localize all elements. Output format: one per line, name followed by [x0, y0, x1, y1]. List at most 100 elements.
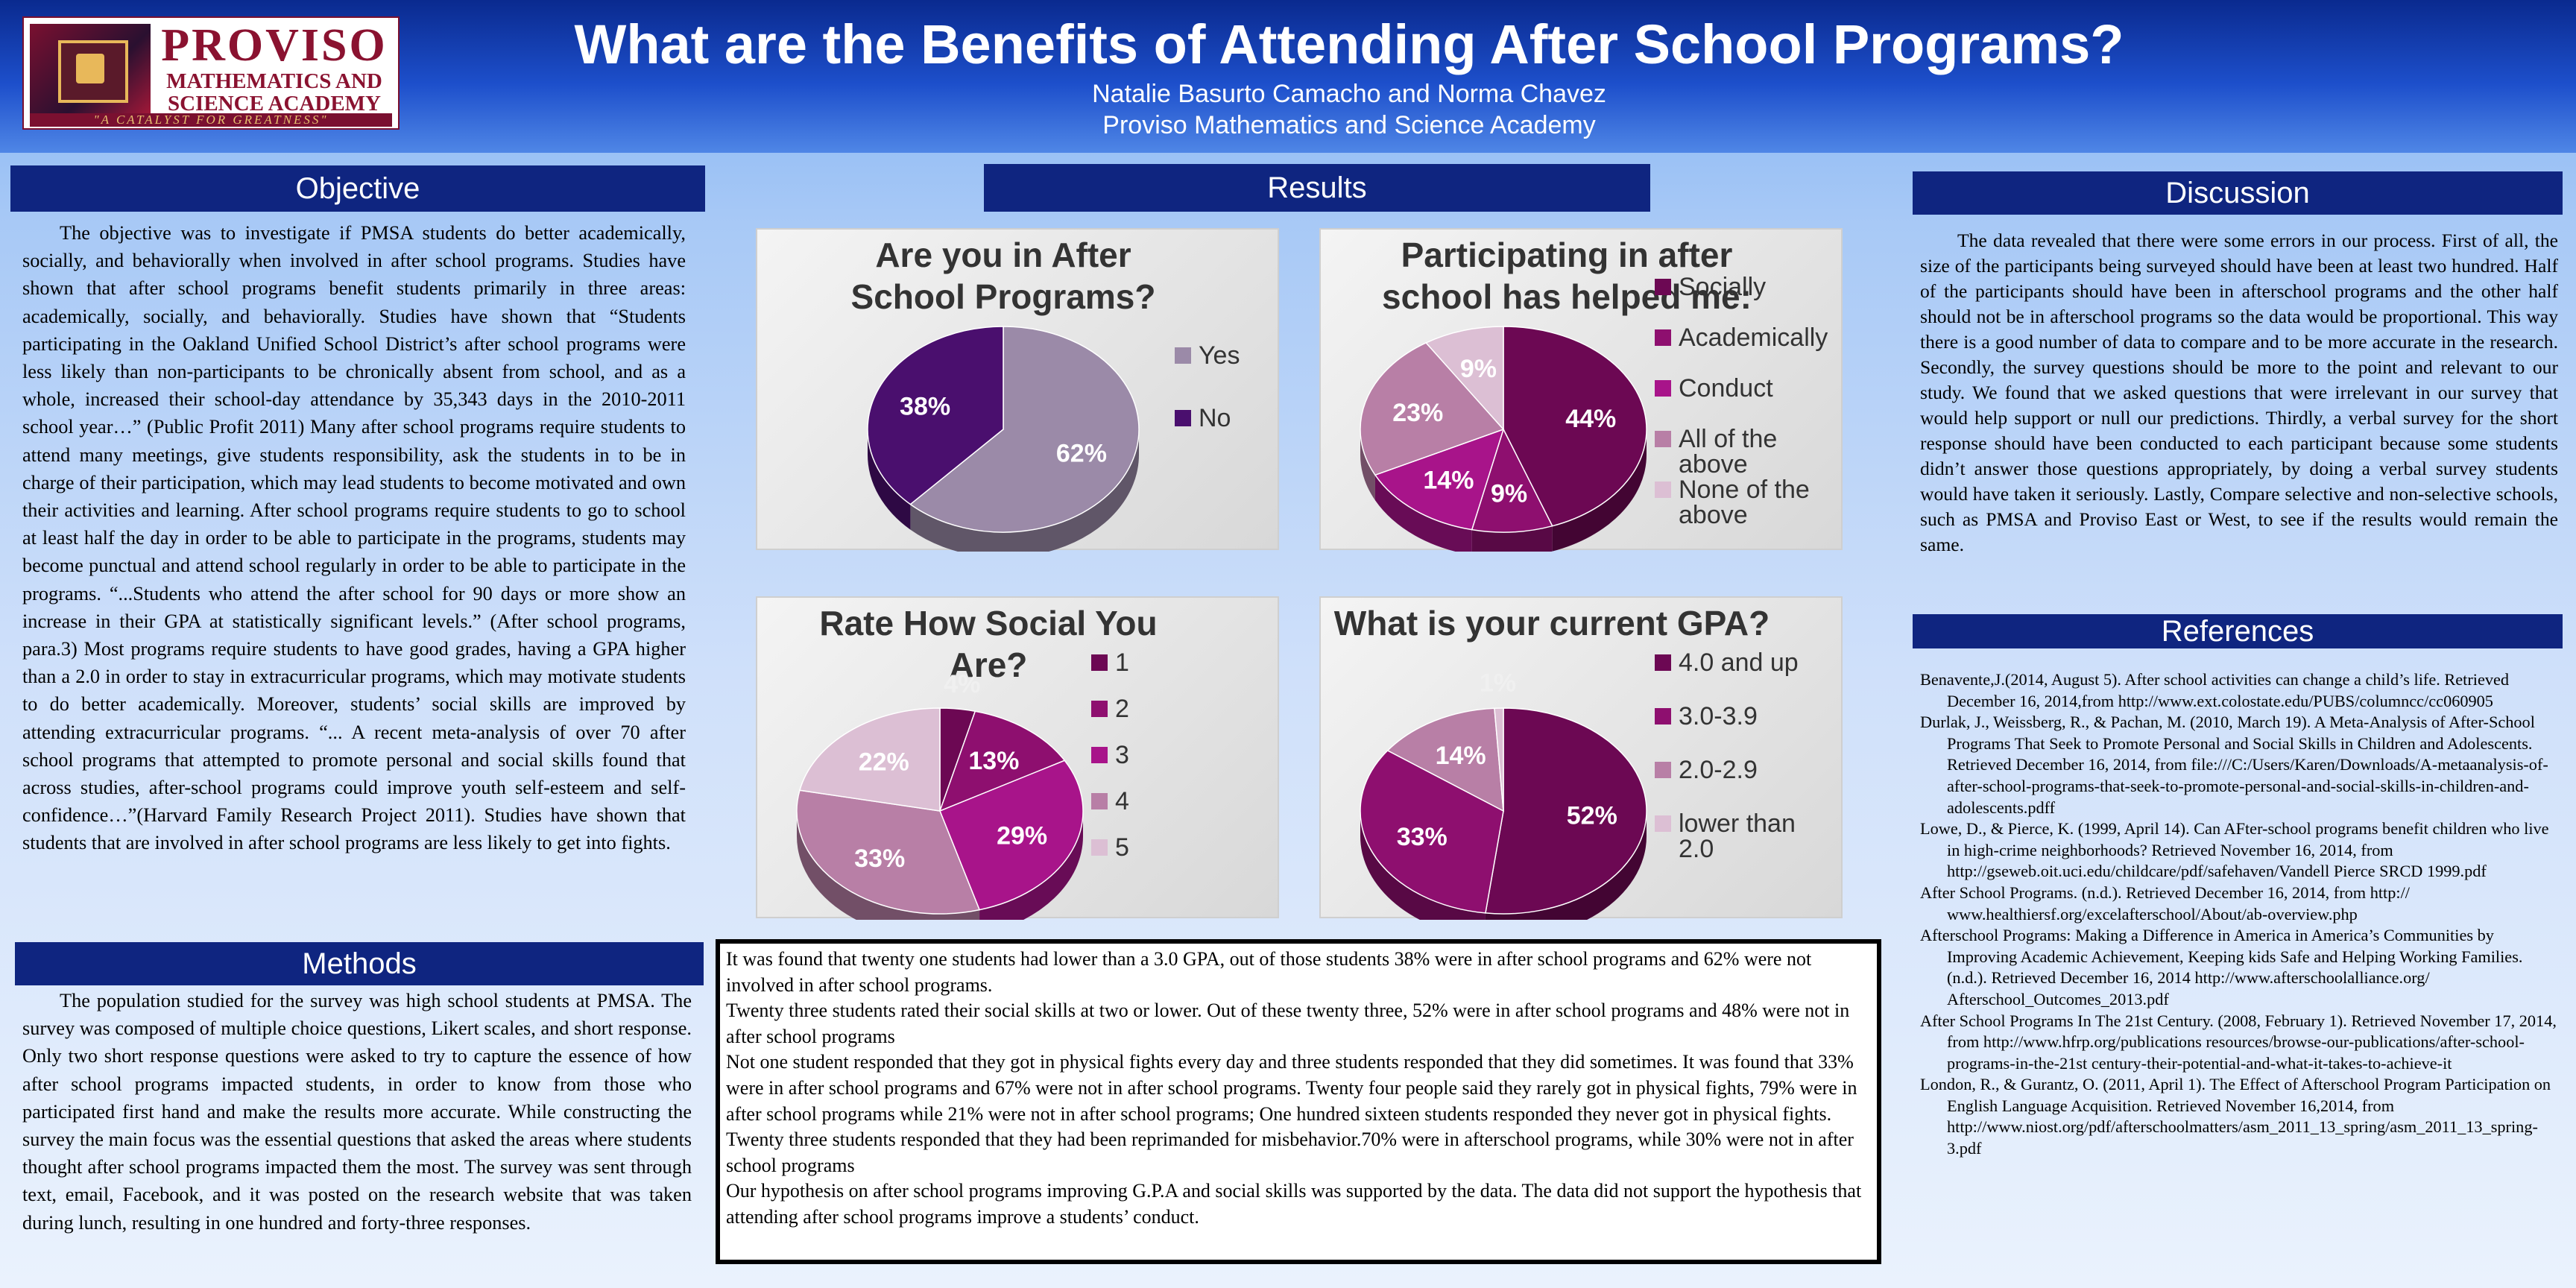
methods-heading: Methods [15, 942, 704, 985]
legend-swatch [1655, 815, 1671, 832]
results-paragraph-4: Twenty three students responded that the… [726, 1128, 1854, 1176]
pie-slice [1485, 707, 1647, 915]
pie-data-label: 9% [1460, 355, 1497, 383]
legend-swatch [1091, 839, 1108, 856]
chart-title: School Programs? [851, 277, 1156, 316]
pie-slice-side [1552, 429, 1647, 552]
poster-header: PROVISO MATHEMATICS AND SCIENCE ACADEMY … [0, 0, 2576, 153]
methods-text: The population studied for the survey wa… [22, 987, 692, 1237]
chart-svg-3: What is your current GPA? 52% 33% 14% 1% 4.0 … [1334, 604, 1799, 920]
pie-slice [798, 707, 941, 812]
reference-item: Durlak, J., Weissberg, R., & Pachan, M. … [1920, 713, 2548, 817]
discussion-text: The data revealed that there were some e… [1920, 228, 2558, 558]
legend-swatch [1655, 708, 1671, 724]
pie-data-label: 14% [1436, 742, 1486, 770]
pie-slice [1503, 326, 1647, 527]
pie-slice [796, 789, 981, 915]
pie-slice [1424, 326, 1504, 431]
results-heading: Results [984, 164, 1650, 212]
pie-slice-side [979, 811, 1083, 920]
discussion-heading: Discussion [1913, 171, 2563, 215]
legend-swatch [1175, 347, 1191, 364]
chart-gpa: What is your current GPA? 52% 33% 14% 1% 4.0 … [1319, 596, 1843, 920]
legend-swatch [1655, 329, 1671, 346]
pie-data-label: 52% [1567, 801, 1617, 830]
pie-data-label: 23% [1392, 399, 1443, 427]
results-paragraph-5: Our hypothesis on after school programs … [726, 1180, 1862, 1228]
discussion-paragraph: The data revealed that there were some e… [1920, 230, 2558, 555]
poster-authors: Natalie Basurto Camacho and Norma Chavez [1092, 80, 1606, 108]
chart-title: Participating in after [1401, 236, 1733, 274]
pie-slice [1386, 707, 1504, 812]
legend-swatch [1091, 701, 1108, 717]
logo-emblem-icon [30, 24, 151, 113]
legend-label: None of the [1679, 476, 1810, 504]
pie-data-label: 13% [968, 747, 1019, 775]
pie-slice [1360, 749, 1504, 914]
chart-title: Are? [950, 645, 1028, 684]
logo-name-line1: PROVISO [161, 20, 388, 71]
pie-slice-side [868, 429, 911, 530]
reference-item: After School Programs. (n.d.). Retrieved… [1920, 883, 2410, 924]
reference-item: After School Programs In The 21st Centur… [1920, 1011, 2557, 1073]
legend-swatch [1175, 410, 1191, 426]
pie-slice [1494, 707, 1504, 812]
reference-item: Benavente,J.(2014, August 5). After scho… [1920, 670, 2510, 710]
legend-label: All of the [1679, 425, 1777, 453]
legend-swatch [1091, 793, 1108, 809]
pie-slice-side [797, 811, 980, 920]
legend-label: Conduct [1679, 374, 1773, 402]
reference-item: Lowe, D., & Pierce, K. (1999, April 14).… [1920, 819, 2549, 881]
chart-after-school: Are you in After School Programs? 62% 38% Ye… [756, 228, 1279, 552]
legend-label: 1 [1115, 648, 1129, 677]
pie-data-label: 33% [1397, 823, 1448, 851]
objective-text: The objective was to investigate if PMSA… [22, 219, 686, 857]
logo-name-line2: MATHEMATICS AND [166, 69, 382, 93]
legend-label: 3 [1115, 741, 1129, 769]
pie-data-label: 4% [944, 670, 980, 698]
legend-label: 4.0 and up [1679, 648, 1799, 677]
pie-slice [909, 326, 1140, 533]
chart-social-rating: Rate How Social You Are? 4% 13% 29% 33% 22% 1 2 3… [756, 596, 1279, 920]
pie-data-label: 62% [1056, 439, 1107, 467]
legend-label: 2.0-2.9 [1679, 756, 1758, 784]
legend-swatch [1655, 279, 1671, 295]
pie-data-label: 9% [1491, 479, 1527, 508]
pie-slice-side [1360, 811, 1486, 920]
logo-name: PROVISO MATHEMATICS AND SCIENCE ACADEMY [155, 21, 394, 115]
results-paragraph-2: Twenty three students rated their social… [726, 1000, 1850, 1047]
references-list: Benavente,J.(2014, August 5). After scho… [1920, 669, 2561, 1160]
legend-label: 2.0 [1679, 835, 1714, 863]
pie-slice-side [1360, 429, 1375, 501]
pie-slice [939, 760, 1084, 911]
legend-label: Socially [1679, 273, 1766, 301]
logo-name-line3: SCIENCE ACADEMY [167, 92, 381, 116]
pie-data-label: 14% [1423, 466, 1474, 494]
legend-label: No [1199, 404, 1231, 432]
legend-label: 2 [1115, 695, 1129, 723]
chart-title: Are you in After [875, 236, 1131, 274]
legend-swatch [1091, 747, 1108, 763]
poster-affiliation: Proviso Mathematics and Science Academy [1102, 111, 1596, 139]
legend-label: Academically [1679, 323, 1828, 352]
legend-swatch [1655, 762, 1671, 778]
pie-data-label: 1% [1480, 669, 1516, 698]
legend-swatch [1655, 431, 1671, 447]
pie-slice [1471, 428, 1553, 533]
school-logo: PROVISO MATHEMATICS AND SCIENCE ACADEMY … [22, 16, 400, 130]
chart-svg-1: Participating in afterschool has helped … [1360, 236, 1828, 552]
chart-title: What is your current GPA? [1334, 604, 1770, 643]
pie-slice [938, 710, 1066, 812]
results-paragraph-1: It was found that twenty one students ha… [726, 948, 1812, 996]
reference-item: Afterschool Programs: Making a Differenc… [1920, 926, 2523, 1008]
reference-item: London, R., & Gurantz, O. (2011, April 1… [1920, 1075, 2551, 1158]
pie-slice-side [1374, 475, 1472, 552]
references-heading: References [1913, 614, 2563, 648]
pie-data-label: 29% [997, 821, 1047, 850]
pie-slice-side [910, 429, 1139, 552]
chart-title: school has helped me: [1382, 277, 1752, 316]
pie-data-label: 44% [1565, 405, 1616, 433]
chart-title: Rate How Social You [819, 604, 1157, 643]
legend-swatch [1655, 654, 1671, 671]
